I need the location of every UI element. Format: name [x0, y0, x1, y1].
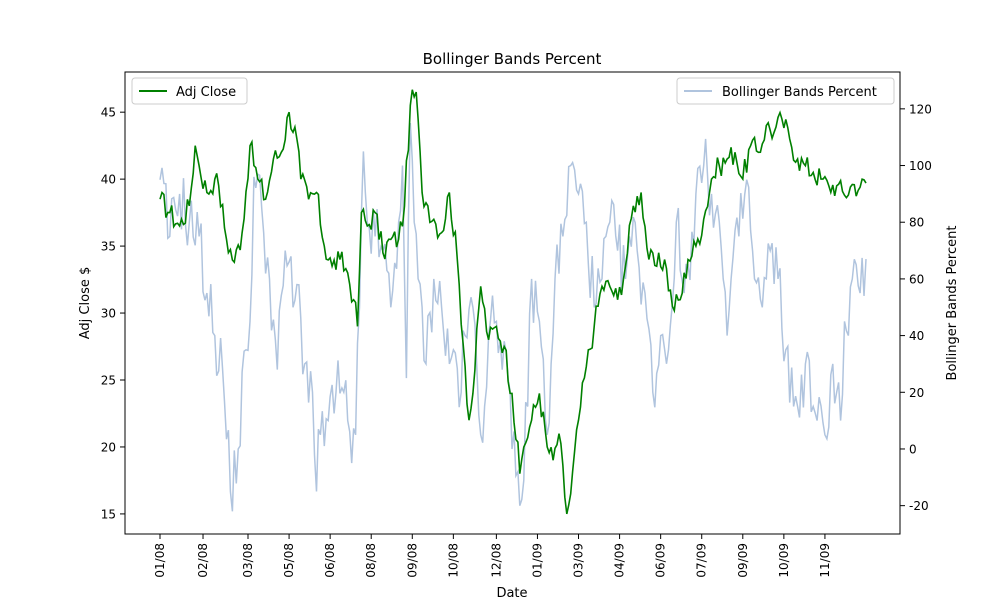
- y2-tick-label: 0: [909, 442, 917, 456]
- y-tick-label: 45: [101, 106, 116, 120]
- legend-adj-close-label: Adj Close: [176, 85, 236, 100]
- y-tick-label: 20: [101, 440, 116, 454]
- y-axis-label: Adj Close $: [78, 267, 93, 339]
- x-axis-label: Date: [496, 586, 527, 600]
- x-tick-label: 11/09: [818, 543, 832, 578]
- x-tick-label: 06/08: [323, 543, 337, 578]
- x-tick-label: 01/08: [153, 543, 167, 578]
- bollinger-percent-line: [159, 122, 867, 512]
- y-tick-label: 40: [101, 173, 116, 187]
- y2-axis-label: Bollinger Bands Percent: [945, 226, 960, 381]
- adj-close-line: [159, 89, 867, 515]
- y2-tick-label: 60: [909, 272, 924, 286]
- x-tick-label: 09/08: [405, 543, 419, 578]
- x-axis: 01/08 02/08 03/08 05/08 06/08 08/08 09/08 10/08…: [153, 534, 832, 578]
- x-tick-label: 02/08: [196, 543, 210, 578]
- x-tick-label: 01/09: [530, 543, 544, 578]
- y-axis-left: 15 20 25 30 35 40 45: [101, 106, 125, 521]
- y2-tick-label: 20: [909, 386, 924, 400]
- x-tick-label: 08/08: [364, 543, 378, 578]
- y2-tick-label: 100: [909, 159, 932, 173]
- x-tick-label: 06/09: [654, 543, 668, 578]
- legend-left: Adj Close: [131, 77, 248, 105]
- x-tick-label: 07/09: [695, 543, 709, 578]
- plot-area: [159, 89, 867, 515]
- y2-tick-label: 40: [909, 329, 924, 343]
- y2-tick-label: -20: [909, 499, 929, 513]
- chart-title: Bollinger Bands Percent: [423, 50, 602, 68]
- legend-right: Bollinger Bands Percent: [676, 77, 895, 105]
- x-tick-label: 03/08: [241, 543, 255, 578]
- y-tick-label: 15: [101, 507, 116, 521]
- plot-frame: [124, 71, 901, 535]
- x-tick-label: 09/09: [736, 543, 750, 578]
- x-tick-label: 12/08: [489, 543, 503, 578]
- legend-left-frame: [131, 77, 248, 105]
- legend-bbp-label: Bollinger Bands Percent: [722, 85, 877, 100]
- y-tick-label: 35: [101, 240, 116, 254]
- y-tick-label: 25: [101, 374, 116, 388]
- x-tick-label: 04/09: [613, 543, 627, 578]
- y-tick-label: 30: [101, 307, 116, 321]
- x-tick-label: 10/08: [446, 543, 460, 578]
- y2-tick-label: 80: [909, 216, 924, 230]
- x-tick-label: 05/08: [282, 543, 296, 578]
- x-tick-label: 10/09: [777, 543, 791, 578]
- x-tick-label: 03/09: [572, 543, 586, 578]
- y2-tick-label: 120: [909, 102, 932, 116]
- y-axis-right: -20 0 20 40 60 80 100 120: [900, 102, 932, 513]
- legend-right-frame: [676, 77, 895, 105]
